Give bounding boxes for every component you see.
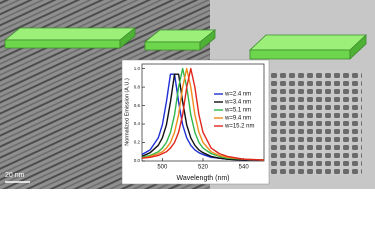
legend-label: w=5.1 nm — [224, 108, 251, 114]
inset-background — [121, 59, 270, 185]
y-tick-label: 1.0 — [134, 66, 141, 71]
scale-bar-label: 20 nm — [5, 172, 25, 179]
y-tick-label: 0.2 — [134, 140, 141, 145]
legend-label: w=2.4 nm — [224, 92, 251, 98]
figure: 20 nm Wavelength (nm) Normalized Emissio… — [0, 0, 375, 189]
legend-label: w=3.4 nm — [224, 100, 251, 106]
series-line — [141, 67, 265, 161]
arrow-block-top — [248, 34, 368, 51]
arrow-block-front — [249, 49, 351, 60]
arrow-block-side — [349, 34, 367, 60]
arrow-block-side — [199, 29, 216, 51]
series-line — [141, 73, 264, 161]
y-tick-label: 0.6 — [134, 103, 141, 108]
arrow-block-side — [119, 27, 136, 49]
y-tick-label: 0.4 — [134, 121, 141, 126]
y-axis-label: Normalized Emission (A.U.) — [124, 78, 130, 146]
x-tick-label: 520 — [198, 165, 209, 171]
legend-label: w=9.4 nm — [224, 116, 251, 122]
arrow-block-front — [4, 39, 121, 49]
x-axis-label: Wavelength (nm) — [176, 175, 229, 182]
x-tick-label: 540 — [239, 165, 250, 171]
arrow-block-top — [3, 27, 137, 41]
nanoplatelets — [262, 70, 362, 175]
y-tick-label: 0.0 — [134, 158, 141, 163]
series-line — [141, 67, 265, 161]
y-tick-label: 0.8 — [134, 84, 141, 89]
legend-label: w=15.2 nm — [224, 124, 255, 130]
arrow-block-front — [144, 41, 201, 51]
x-tick-label: 500 — [157, 165, 168, 171]
